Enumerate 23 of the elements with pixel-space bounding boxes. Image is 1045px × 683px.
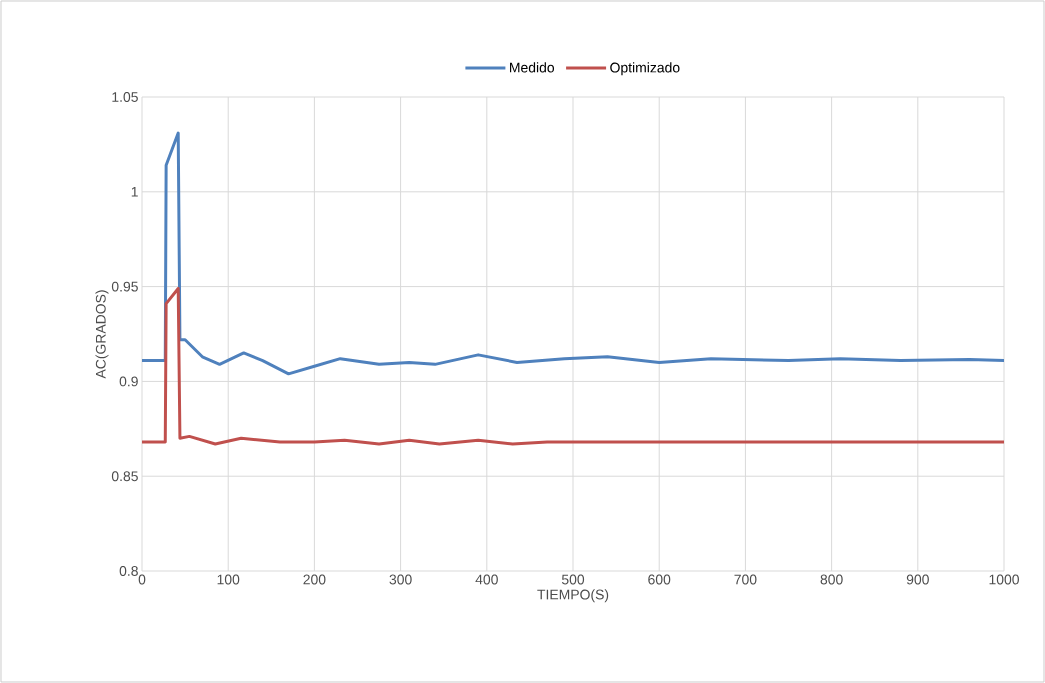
x-tick-label: 600 — [648, 574, 671, 585]
y-tick-label: 1 — [131, 187, 138, 197]
y-tick-label: 0.9 — [119, 376, 138, 387]
line-series — [142, 287, 1005, 446]
x-axis-title: TIEMPO(S) — [537, 589, 609, 603]
y-axis-title: AC(GRADOS) — [95, 290, 109, 379]
x-tick-label: 200 — [303, 574, 326, 585]
x-tick-label: 900 — [906, 574, 929, 585]
y-tick-label: 0.85 — [111, 471, 138, 482]
line-series — [142, 131, 1005, 376]
legend-label: Optimizado — [610, 62, 680, 76]
y-tick-label: 1.05 — [112, 92, 138, 102]
y-tick-label: 0.8 — [119, 566, 138, 576]
x-tick-label: 0 — [138, 574, 146, 585]
x-tick-label: 700 — [734, 574, 757, 585]
x-tick-label: 500 — [561, 574, 585, 585]
x-tick-label: 100 — [217, 574, 240, 585]
legend-label: Medido — [510, 62, 555, 73]
x-tick-label: 1000 — [989, 574, 1019, 585]
x-tick-label: 800 — [820, 574, 843, 585]
y-tick-label: 0.95 — [111, 281, 138, 292]
x-tick-label: 300 — [389, 574, 412, 585]
x-tick-label: 400 — [475, 574, 498, 585]
